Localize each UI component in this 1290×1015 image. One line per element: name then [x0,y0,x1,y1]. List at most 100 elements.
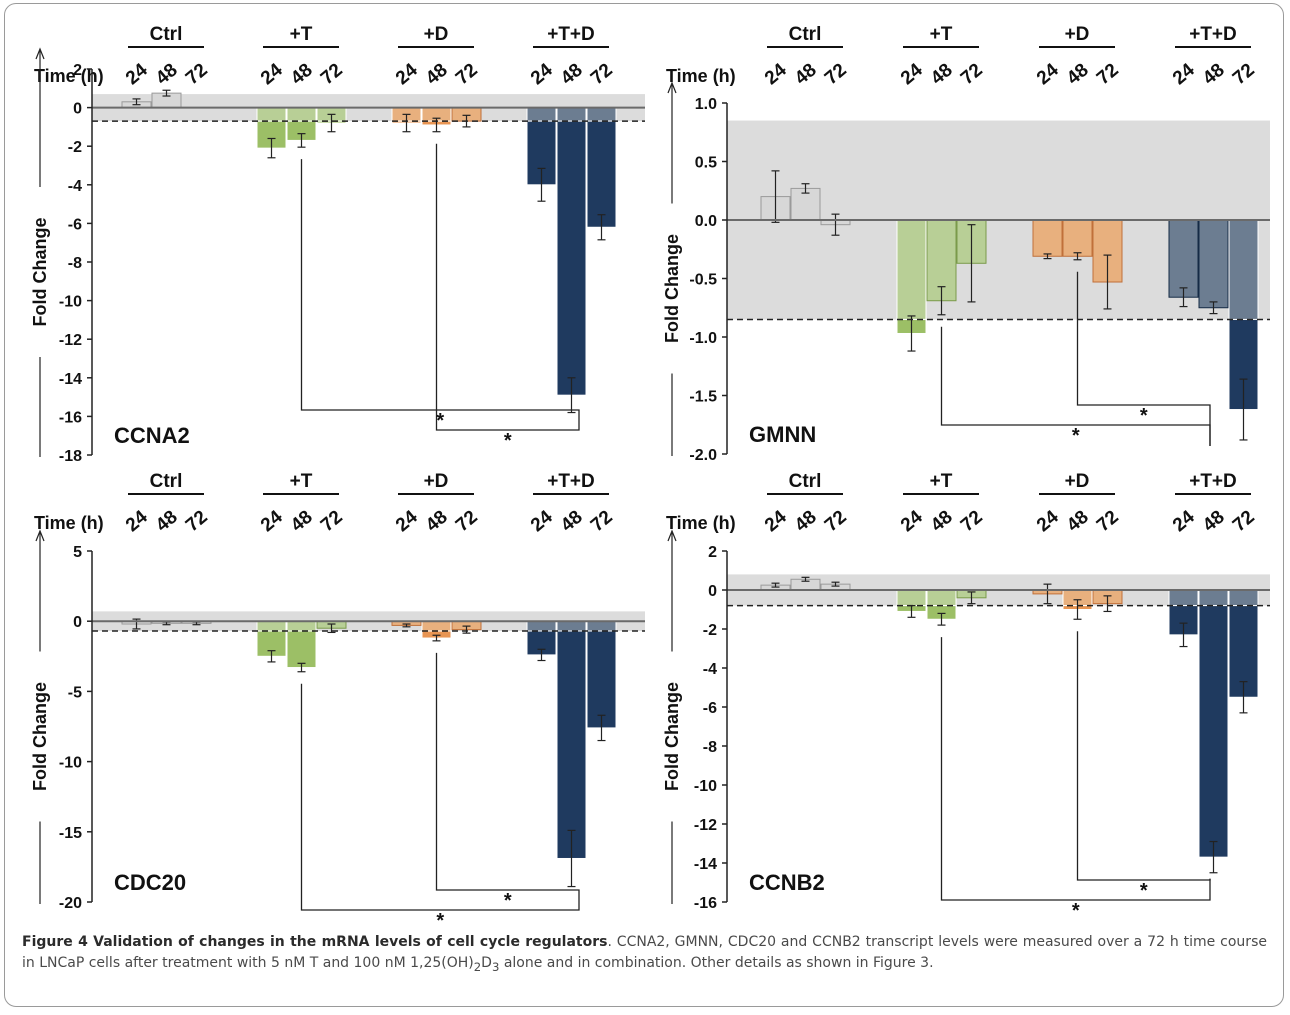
significance-bracket [435,652,580,893]
time-tick-label: 72 [1229,60,1259,90]
bar [1228,219,1259,320]
group-header: +T+D [547,471,595,492]
bar [1168,589,1199,607]
bar [286,107,317,122]
time-tick-label: 48 [422,60,452,90]
time-axis-label: Time (h) [34,66,104,86]
group-header: Ctrl [789,24,822,45]
time-tick-label: 48 [287,507,317,537]
y-axis-label: Fold Change [662,682,682,791]
caption-title: Figure 4 Validation of changes in the mR… [22,934,608,950]
time-tick-label: 24 [257,59,287,89]
y-tick-label: 0 [708,583,717,600]
y-tick-label: -10 [694,778,717,795]
bar [1198,589,1229,607]
time-tick-label: 48 [422,507,452,537]
y-tick-label: -6 [68,216,82,233]
y-tick-label: -6 [703,700,717,717]
caption-tail: alone and in combination. Other details … [499,955,934,971]
time-tick-label: 24 [122,59,152,89]
time-tick-label: 72 [317,60,347,90]
time-tick-label: 72 [587,507,617,537]
significance-star: * [436,410,444,432]
y-tick-label: -14 [694,856,717,873]
y-tick-label: -12 [694,817,717,834]
y-tick-label: 1.0 [695,96,717,113]
time-tick-label: 48 [1199,507,1229,537]
y-tick-label: -1.0 [689,330,717,347]
significance-bracket [300,159,580,419]
time-axis-label: Time (h) [34,513,104,533]
y-tick-label: -1.5 [689,389,717,406]
y-tick-label: 0.0 [695,213,717,230]
y-tick-label: -2 [703,622,717,639]
time-tick-label: 24 [897,59,927,89]
significance-bracket [435,143,580,431]
bar [896,589,927,607]
figure-caption: Figure 4 Validation of changes in the mR… [22,932,1267,978]
bar [556,630,587,859]
time-tick-label: 72 [821,507,851,537]
group-header: Ctrl [150,471,183,492]
bar [286,630,317,669]
bar [926,589,957,607]
bar [526,107,557,122]
bar [556,120,587,396]
time-tick-label: 48 [1063,60,1093,90]
bar [896,219,927,320]
y-tick-label: -2 [68,139,82,156]
time-tick-label: 72 [1229,507,1259,537]
time-tick-label: 72 [452,507,482,537]
y-tick-label: 2 [708,544,717,561]
y-tick-label: 5 [73,544,82,561]
caption-subscript-2: 2 [473,959,482,974]
time-tick-label: 72 [182,60,212,90]
y-tick-label: -8 [703,739,717,756]
time-tick-label: 24 [761,506,791,536]
time-tick-label: 72 [1093,507,1123,537]
bar [1062,219,1093,257]
bar [286,620,317,632]
y-tick-label: -20 [59,895,82,912]
significance-star: * [504,430,512,452]
group-header: +T+D [1189,471,1237,492]
bar [256,107,287,122]
bar [586,107,617,122]
group-header: +T [290,24,313,45]
y-tick-label: -18 [59,448,82,465]
y-tick-label: -16 [59,409,82,426]
y-tick-label: -5 [68,684,82,701]
time-tick-label: 24 [1033,59,1063,89]
caption-subscript-3: 3 [491,959,500,974]
y-tick-label: 2 [73,62,82,79]
bar [1032,219,1063,257]
y-axis-label: Fold Change [30,218,50,327]
significance-star: * [1072,425,1080,447]
time-tick-label: 48 [557,60,587,90]
bar [556,620,587,632]
time-tick-label: 24 [527,506,557,536]
time-tick-label: 24 [122,506,152,536]
group-header: +D [424,471,449,492]
y-tick-label: -4 [68,178,82,195]
time-tick-label: 48 [152,507,182,537]
time-tick-label: 48 [1199,60,1229,90]
significance-bracket [1076,631,1211,881]
time-tick-label: 72 [182,507,212,537]
time-tick-label: 24 [392,59,422,89]
y-tick-label: -8 [68,255,82,272]
y-tick-label: 0.5 [695,155,717,172]
y-tick-label: -4 [703,661,717,678]
gene-label: CCNB2 [749,870,825,895]
time-tick-label: 48 [287,60,317,90]
time-tick-label: 24 [392,506,422,536]
y-tick-label: -10 [59,294,82,311]
time-tick-label: 24 [897,506,927,536]
significance-star: * [436,910,444,930]
group-header: +D [1065,471,1090,492]
time-tick-label: 24 [1169,59,1199,89]
significance-star: * [504,890,512,912]
